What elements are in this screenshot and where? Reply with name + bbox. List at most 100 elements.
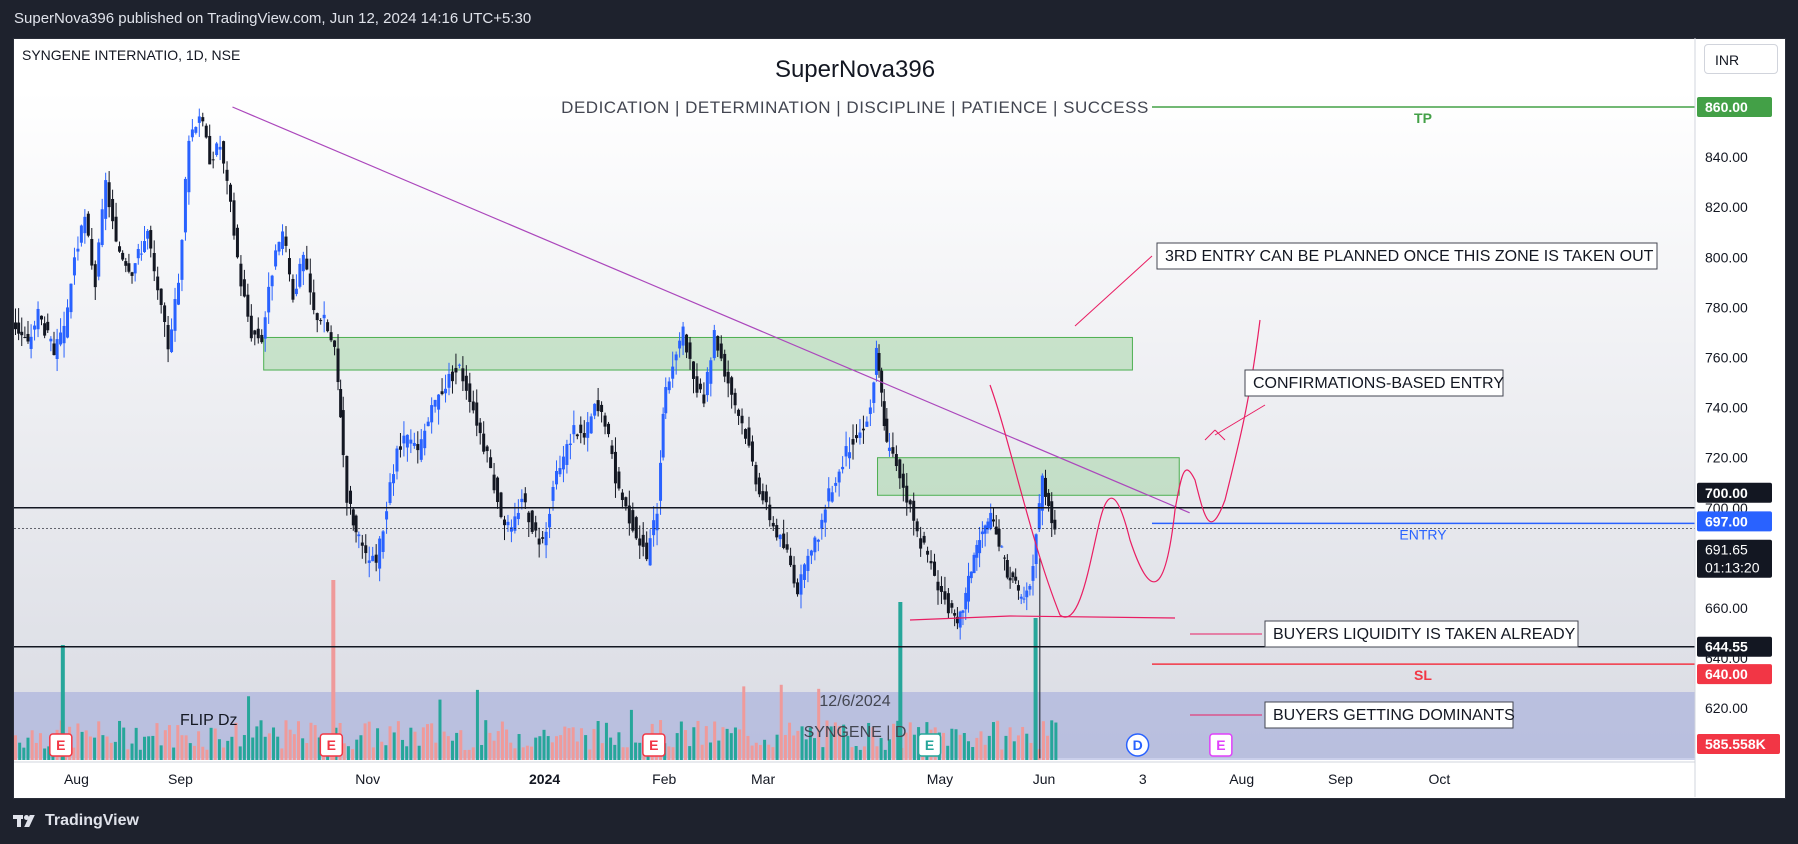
volume-bar — [904, 732, 908, 760]
candle — [1022, 598, 1026, 600]
volume-bar — [846, 735, 850, 760]
candle — [789, 555, 793, 566]
x-tick-label: Aug — [64, 771, 89, 787]
candle — [865, 421, 869, 427]
candle — [796, 582, 800, 595]
candle — [868, 407, 872, 414]
candle — [922, 535, 926, 543]
footer: TradingView — [13, 808, 139, 834]
volume-bar — [971, 747, 975, 760]
volume-bar — [209, 727, 213, 760]
candle — [339, 389, 343, 418]
y-tick-label: 840.00 — [1705, 149, 1748, 165]
volume-bar — [47, 746, 51, 760]
candle — [617, 471, 621, 489]
volume-bar — [592, 728, 596, 760]
volume-bar — [983, 744, 987, 760]
candle — [143, 241, 147, 253]
candle — [62, 325, 66, 344]
volume-bar — [825, 720, 829, 760]
volume-bar — [725, 728, 729, 760]
x-tick-label: Sep — [168, 771, 193, 787]
candle — [986, 521, 990, 530]
volume-bar — [1004, 735, 1008, 760]
volume-bar — [771, 747, 775, 760]
volume-bar — [1012, 741, 1016, 760]
candle — [371, 555, 375, 562]
volume-bar — [946, 745, 950, 760]
candle — [1034, 534, 1038, 565]
candle — [634, 517, 638, 539]
currency-selector[interactable]: INR — [1704, 44, 1778, 74]
candle — [149, 230, 153, 249]
candle — [943, 591, 947, 600]
volume-bar — [442, 731, 446, 760]
volume-bar — [430, 723, 434, 760]
candle — [827, 488, 831, 502]
candle — [43, 323, 47, 336]
candle — [492, 474, 496, 491]
volume-bar — [1025, 733, 1029, 760]
volume-bar — [534, 737, 538, 760]
volume-bar — [842, 724, 846, 760]
candle — [887, 447, 891, 451]
annotation-3rd-entry: 3RD ENTRY CAN BE PLANNED ONCE THIS ZONE … — [1165, 248, 1654, 265]
price-tag-700: 700.00 — [1705, 485, 1748, 501]
volume-spike — [60, 645, 65, 760]
volume-bar — [575, 741, 579, 760]
candle — [1019, 596, 1023, 599]
candle — [961, 610, 965, 613]
volume-bar — [351, 749, 355, 760]
candle — [648, 538, 652, 566]
candle — [36, 308, 40, 330]
candle — [723, 353, 727, 377]
candle — [589, 416, 593, 434]
earnings-marker-icon — [642, 733, 666, 757]
candle — [187, 140, 191, 193]
volume-bar — [488, 732, 492, 760]
volume-bar — [738, 729, 742, 760]
volume-bar — [721, 727, 725, 760]
candle — [933, 561, 937, 576]
volume-bar — [138, 749, 142, 760]
volume-bar — [226, 740, 230, 760]
volume-bar — [671, 747, 675, 760]
volume-bar — [958, 734, 962, 760]
candle — [958, 611, 962, 628]
candle — [90, 238, 94, 266]
volume-bar — [517, 734, 521, 760]
earnings-marker-icon — [319, 733, 344, 757]
price-tag-700-bg — [1697, 482, 1772, 503]
volume-bar — [126, 749, 130, 760]
candle — [308, 273, 312, 293]
volume-bar — [596, 721, 600, 760]
x-tick-label: Mar — [751, 771, 775, 787]
candle — [124, 261, 128, 266]
candle — [40, 315, 44, 320]
volume-bar — [151, 735, 155, 760]
candle — [242, 279, 246, 297]
annotation-liquidity: BUYERS LIQUIDITY IS TAKEN ALREADY — [1273, 626, 1576, 643]
candle — [152, 252, 156, 272]
volume-bar — [76, 723, 80, 760]
volume-bar — [692, 727, 696, 760]
candle — [136, 248, 140, 259]
volume-bar — [147, 736, 151, 760]
candle — [778, 534, 782, 540]
candle — [785, 544, 789, 550]
volume-bar — [492, 740, 496, 760]
candle — [978, 540, 982, 554]
symbol-label: SYNGENE INTERNATIO, 1D, NSE — [22, 47, 241, 63]
volume-bar — [118, 720, 122, 760]
candle — [641, 534, 645, 547]
candle — [489, 457, 493, 469]
volume-bar — [1054, 722, 1058, 760]
candle — [104, 180, 108, 219]
volume-bar — [14, 735, 17, 760]
volume-bar — [43, 748, 47, 760]
y-tick-label: 800.00 — [1705, 249, 1748, 265]
volume-bar — [750, 745, 754, 760]
volume-spike — [331, 580, 336, 760]
event-marker-letter: E — [56, 737, 65, 753]
